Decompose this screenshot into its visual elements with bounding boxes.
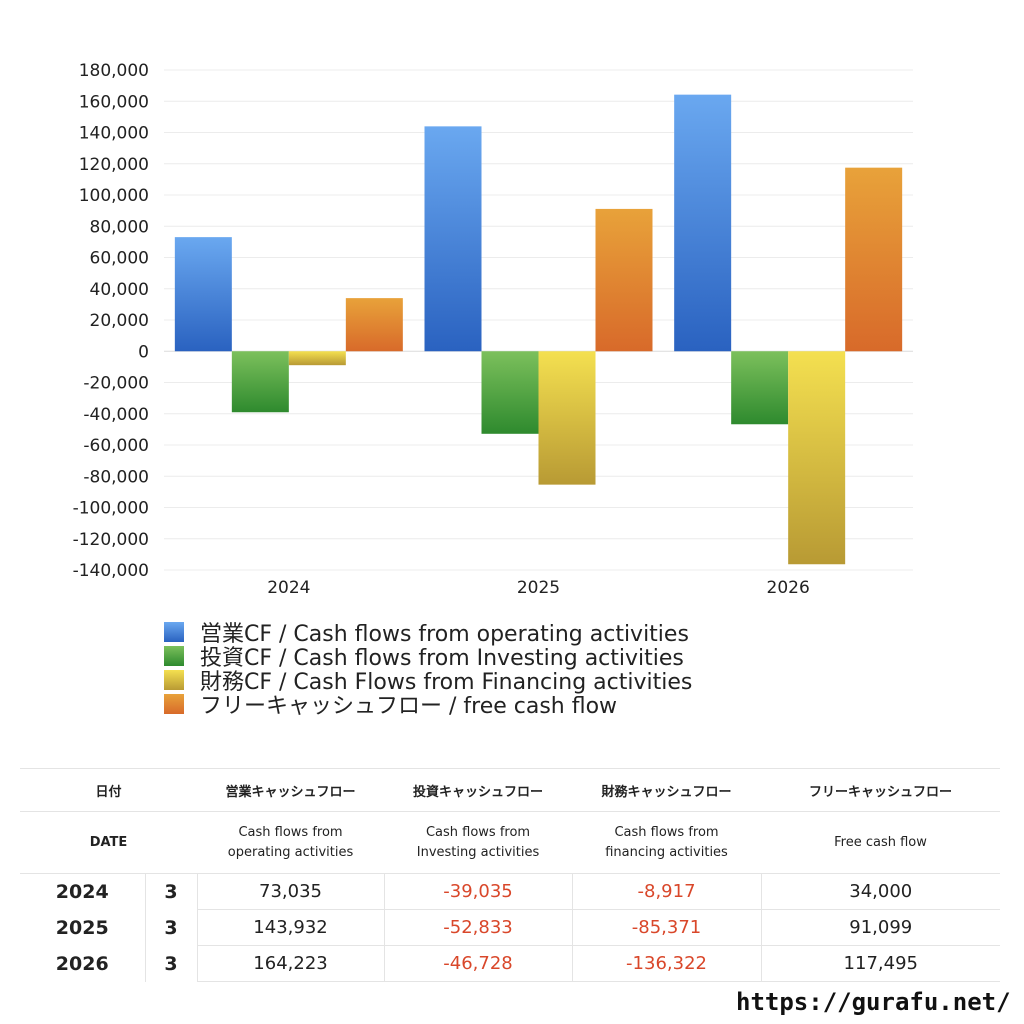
row-year: 2026 (55, 952, 109, 975)
row-financing-value: -136,322 (571, 945, 762, 982)
row-operating-value: 143,932 (196, 909, 385, 946)
bar-operating-2025 (424, 126, 482, 352)
bar-free-2024 (345, 298, 403, 352)
x-axis-ticks: 2024 2025 2026 (267, 578, 810, 598)
header-investing-en: Cash flows from Investing activities (384, 811, 573, 874)
cash-flow-bar-chart: 180,000 160,000 140,000 120,000 100,000 80,00… (73, 61, 913, 598)
row-free-value: 91,099 (760, 909, 1001, 946)
row-investing-value: -39,035 (383, 873, 573, 910)
legend-item-free: フリーキャッシュフロー / free cash flow (164, 692, 692, 719)
row-operating-value: 73,035 (196, 873, 385, 910)
legend: 営業CF / Cash flows from operating activit… (164, 620, 692, 719)
bar-investing-2024 (231, 351, 289, 413)
row-month: 3 (144, 945, 198, 982)
legend-item-operating: 営業CF / Cash flows from operating activit… (164, 620, 692, 647)
bars (174, 94, 903, 565)
header-financing-en-line2: financing activities (605, 844, 728, 860)
y-tick-label: -80,000 (83, 467, 149, 487)
bar-financing-2025 (538, 351, 596, 485)
table-header-ja: 日付 営業キャッシュフロー 投資キャッシュフロー 財務キャッシュフロー フリーキ… (20, 768, 1001, 812)
row-year: 2024 (55, 880, 109, 903)
y-tick-label: 180,000 (79, 61, 149, 81)
table-row: 2026 3 164,223 -46,728 -136,322 117,495 (20, 945, 1001, 982)
header-investing-en-line1: Cash flows from (425, 824, 531, 840)
y-tick-label: 160,000 (79, 92, 149, 112)
header-date-en: DATE (20, 811, 198, 874)
row-year: 2025 (55, 916, 109, 939)
row-free-value: 34,000 (760, 873, 1001, 910)
x-tick-label: 2024 (267, 578, 310, 598)
bar-operating-2026 (674, 94, 732, 352)
cash-flow-table: 日付 営業キャッシュフロー 投資キャッシュフロー 財務キャッシュフロー フリーキ… (20, 768, 1001, 982)
header-investing-ja: 投資キャッシュフロー (384, 768, 573, 812)
legend-swatch-operating (164, 622, 184, 642)
y-tick-label: -140,000 (73, 561, 149, 581)
x-tick-label: 2025 (517, 578, 560, 598)
y-tick-label: -40,000 (83, 405, 149, 425)
header-date-ja: 日付 (20, 768, 198, 812)
y-tick-label: 40,000 (90, 280, 149, 300)
bar-operating-2024 (174, 237, 232, 352)
legend-item-financing: 財務CF / Cash Flows from Financing activit… (164, 668, 692, 695)
legend-label-free: フリーキャッシュフロー / free cash flow (200, 694, 618, 719)
row-operating-value: 164,223 (196, 945, 385, 982)
y-tick-label: 20,000 (90, 311, 149, 331)
y-tick-label: 120,000 (79, 155, 149, 175)
row-free-value: 117,495 (760, 945, 1001, 982)
y-tick-label: -100,000 (73, 499, 149, 519)
x-tick-label: 2026 (767, 578, 810, 598)
legend-swatch-investing (164, 646, 184, 666)
row-investing-value: -46,728 (383, 945, 573, 982)
row-investing-value: -52,833 (383, 909, 573, 946)
row-financing-value: -8,917 (571, 873, 762, 910)
y-tick-label: -60,000 (83, 436, 149, 456)
header-operating-en-line1: Cash flows from (238, 824, 343, 840)
bar-free-2026 (845, 167, 903, 352)
row-month: 3 (144, 909, 198, 946)
legend-label-investing: 投資CF / Cash flows from Investing activit… (200, 646, 684, 671)
header-free-ja: フリーキャッシュフロー (761, 768, 1001, 812)
table-header-en: DATE Cash flows from operating activitie… (20, 811, 1001, 874)
header-free-en: Free cash flow (761, 811, 1001, 874)
bar-free-2025 (595, 208, 653, 352)
header-financing-ja: 財務キャッシュフロー (572, 768, 762, 812)
y-tick-label: 100,000 (79, 186, 149, 206)
bar-financing-2024 (288, 351, 346, 366)
legend-item-investing: 投資CF / Cash flows from Investing activit… (164, 644, 692, 671)
y-tick-label: 60,000 (90, 249, 149, 269)
header-investing-en-line2: Investing activities (416, 844, 540, 860)
legend-swatch-financing (164, 670, 184, 690)
header-financing-en-line1: Cash flows from (614, 824, 719, 840)
header-operating-en: Cash flows from operating activities (197, 811, 385, 874)
y-tick-label: -20,000 (83, 374, 149, 394)
bar-investing-2025 (481, 351, 539, 434)
header-financing-en: Cash flows from financing activities (572, 811, 762, 874)
bar-financing-2026 (788, 351, 846, 565)
site-url[interactable]: https://gurafu.net/ (736, 988, 1011, 1016)
y-axis-ticks: 180,000 160,000 140,000 120,000 100,000 80,00… (73, 61, 149, 581)
row-month: 3 (144, 873, 198, 910)
legend-label-financing: 財務CF / Cash Flows from Financing activit… (200, 670, 693, 695)
table-row: 2025 3 143,932 -52,833 -85,371 91,099 (20, 909, 1001, 946)
header-operating-ja: 営業キャッシュフロー (197, 768, 385, 812)
y-tick-label: -120,000 (73, 530, 149, 550)
legend-swatch-free (164, 694, 184, 714)
row-financing-value: -85,371 (571, 909, 762, 946)
y-tick-label: 140,000 (79, 124, 149, 144)
y-tick-label: 80,000 (90, 217, 149, 237)
y-tick-label: 0 (138, 342, 149, 362)
bar-investing-2026 (731, 351, 789, 425)
legend-label-operating: 営業CF / Cash flows from operating activit… (200, 622, 689, 647)
header-operating-en-line2: operating activities (227, 844, 354, 860)
table-row: 2024 3 73,035 -39,035 -8,917 34,000 (20, 873, 1001, 910)
